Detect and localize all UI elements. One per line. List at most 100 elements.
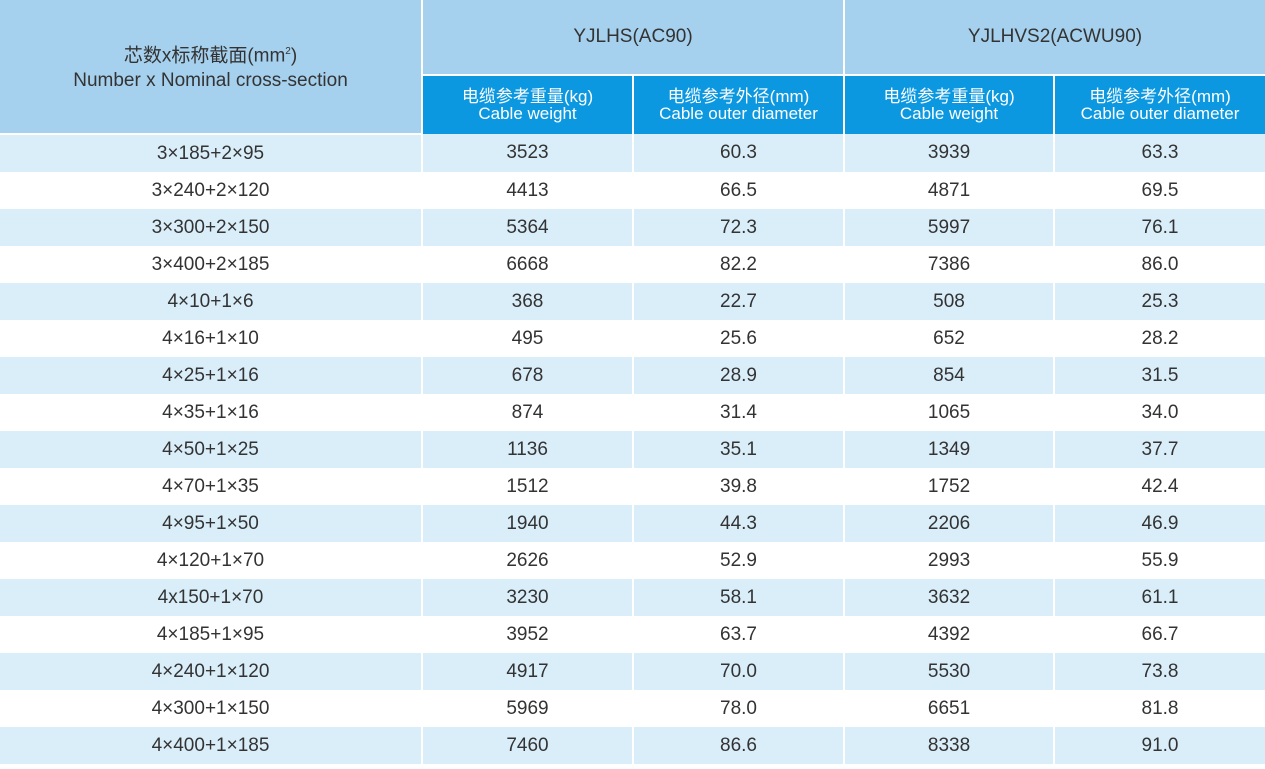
cell-yjlhvs2-diameter: 55.9 (1054, 542, 1265, 579)
cell-yjlhvs2-weight: 5530 (844, 653, 1056, 690)
cell-spec: 4×70+1×35 (0, 468, 423, 505)
header-weight-en: Cable weight (478, 104, 577, 123)
table-header: 芯数x标称截面(mm2) Number x Nominal cross-sect… (0, 0, 1265, 135)
cell-yjlhvs2-diameter: 63.3 (1054, 134, 1265, 172)
cell-yjlhs-weight: 3523 (422, 134, 634, 172)
cell-yjlhvs2-diameter: 28.2 (1054, 320, 1265, 357)
cell-yjlhvs2-weight: 854 (844, 357, 1056, 394)
cell-yjlhvs2-weight: 1065 (844, 394, 1056, 431)
table-body: 3×185+2×95 3523 60.3 3939 63.3 3×240+2×120 441… (0, 134, 1265, 764)
header-weight-1: 电缆参考重量(kg) Cable weight (422, 75, 634, 134)
cell-yjlhvs2-weight: 652 (844, 320, 1056, 357)
table-row: 4×16+1×10 495 25.6 652 28.2 (0, 320, 1265, 357)
cell-yjlhvs2-diameter: 81.8 (1054, 690, 1265, 727)
header-diameter-2: 电缆参考外径(mm) Cable outer diameter (1054, 75, 1265, 134)
cell-yjlhs-weight: 368 (422, 283, 634, 320)
cell-spec: 4×25+1×16 (0, 357, 423, 394)
table-row: 4×240+1×120 4917 70.0 5530 73.8 (0, 653, 1265, 690)
header-group-yjlhs: YJLHS(AC90) (422, 0, 846, 76)
cell-yjlhvs2-diameter: 66.7 (1054, 616, 1265, 653)
cell-yjlhs-diameter: 58.1 (633, 579, 846, 616)
table-row: 4×300+1×150 5969 78.0 6651 81.8 (0, 690, 1265, 727)
table-row: 4×400+1×185 7460 86.6 8338 91.0 (0, 727, 1265, 764)
cell-spec: 4×400+1×185 (0, 727, 423, 764)
header-weight-en: Cable weight (899, 104, 999, 123)
table-row: 4×10+1×6 368 22.7 508 25.3 (0, 283, 1265, 320)
cell-yjlhvs2-diameter: 34.0 (1054, 394, 1265, 431)
cell-yjlhvs2-diameter: 69.5 (1054, 172, 1265, 209)
cell-yjlhs-weight: 7460 (422, 727, 634, 764)
cell-yjlhs-weight: 678 (422, 357, 634, 394)
header-diameter-en: Cable outer diameter (659, 104, 818, 123)
header-spec-en: Number x Nominal cross-section (73, 69, 348, 91)
cell-yjlhs-weight: 495 (422, 320, 634, 357)
cell-yjlhvs2-weight: 8338 (844, 727, 1056, 764)
cell-spec: 4×185+1×95 (0, 616, 423, 653)
cell-yjlhvs2-diameter: 46.9 (1054, 505, 1265, 542)
cell-yjlhvs2-diameter: 61.1 (1054, 579, 1265, 616)
cell-yjlhs-diameter: 35.1 (633, 431, 846, 468)
cell-yjlhvs2-diameter: 76.1 (1054, 209, 1265, 246)
cell-yjlhs-diameter: 25.6 (633, 320, 846, 357)
cell-yjlhvs2-weight: 4871 (844, 172, 1056, 209)
cell-yjlhvs2-diameter: 91.0 (1054, 727, 1265, 764)
cell-yjlhs-weight: 5364 (422, 209, 634, 246)
cell-yjlhs-diameter: 39.8 (633, 468, 846, 505)
cell-spec: 4×240+1×120 (0, 653, 423, 690)
table-row: 4x150+1×70 3230 58.1 3632 61.1 (0, 579, 1265, 616)
cell-yjlhs-diameter: 86.6 (633, 727, 846, 764)
header-diameter-zh: 电缆参考外径(mm) (1089, 87, 1231, 106)
cell-yjlhs-weight: 1940 (422, 505, 634, 542)
cell-yjlhs-weight: 2626 (422, 542, 634, 579)
cell-yjlhvs2-weight: 1752 (844, 468, 1056, 505)
cell-yjlhvs2-diameter: 37.7 (1054, 431, 1265, 468)
table-row: 3×300+2×150 5364 72.3 5997 76.1 (0, 209, 1265, 246)
cell-yjlhs-diameter: 28.9 (633, 357, 846, 394)
header-row-columns: 电缆参考重量(kg) Cable weight 电缆参考外径(mm) Cable… (0, 75, 1265, 134)
cell-spec: 4x150+1×70 (0, 579, 423, 616)
header-weight-2: 电缆参考重量(kg) Cable weight (844, 75, 1056, 134)
cell-yjlhs-weight: 1512 (422, 468, 634, 505)
cell-yjlhs-diameter: 78.0 (633, 690, 846, 727)
cell-spec: 4×95+1×50 (0, 505, 423, 542)
cell-spec: 4×16+1×10 (0, 320, 423, 357)
header-row-groups: 芯数x标称截面(mm2) Number x Nominal cross-sect… (0, 0, 1265, 135)
cell-spec: 4×35+1×16 (0, 394, 423, 431)
table-row: 4×95+1×50 1940 44.3 2206 46.9 (0, 505, 1265, 542)
header-diameter-1: 电缆参考外径(mm) Cable outer diameter (633, 75, 846, 134)
cell-yjlhs-diameter: 44.3 (633, 505, 846, 542)
cell-spec: 4×300+1×150 (0, 690, 423, 727)
cell-yjlhs-diameter: 22.7 (633, 283, 846, 320)
cell-yjlhvs2-weight: 2993 (844, 542, 1056, 579)
cell-yjlhs-diameter: 63.7 (633, 616, 846, 653)
table-row: 4×35+1×16 874 31.4 1065 34.0 (0, 394, 1265, 431)
cell-yjlhvs2-weight: 2206 (844, 505, 1056, 542)
cell-spec: 3×185+2×95 (0, 134, 423, 172)
table-row: 4×70+1×35 1512 39.8 1752 42.4 (0, 468, 1265, 505)
cell-yjlhvs2-weight: 5997 (844, 209, 1056, 246)
cell-yjlhvs2-diameter: 42.4 (1054, 468, 1265, 505)
cell-yjlhvs2-weight: 4392 (844, 616, 1056, 653)
cell-yjlhvs2-diameter: 31.5 (1054, 357, 1265, 394)
table-row: 3×400+2×185 6668 82.2 7386 86.0 (0, 246, 1265, 283)
cell-spec: 3×240+2×120 (0, 172, 423, 209)
table-row: 4×25+1×16 678 28.9 854 31.5 (0, 357, 1265, 394)
table-row: 3×185+2×95 3523 60.3 3939 63.3 (0, 134, 1265, 172)
table-row: 3×240+2×120 4413 66.5 4871 69.5 (0, 172, 1265, 209)
table-row: 4×185+1×95 3952 63.7 4392 66.7 (0, 616, 1265, 653)
table-row: 4×120+1×70 2626 52.9 2993 55.9 (0, 542, 1265, 579)
cell-yjlhvs2-diameter: 25.3 (1054, 283, 1265, 320)
cell-yjlhvs2-weight: 3632 (844, 579, 1056, 616)
cell-yjlhs-diameter: 82.2 (633, 246, 846, 283)
cell-yjlhvs2-diameter: 86.0 (1054, 246, 1265, 283)
header-group-yjlhvs2: YJLHVS2(ACWU90) (844, 0, 1265, 76)
cell-yjlhs-weight: 3952 (422, 616, 634, 653)
cell-yjlhs-weight: 6668 (422, 246, 634, 283)
cell-spec: 4×50+1×25 (0, 431, 423, 468)
cell-yjlhvs2-weight: 6651 (844, 690, 1056, 727)
cell-yjlhs-diameter: 31.4 (633, 394, 846, 431)
header-spec-close: ) (290, 45, 298, 67)
header-spec-sup: 2 (285, 46, 291, 58)
cell-spec: 4×10+1×6 (0, 283, 423, 320)
